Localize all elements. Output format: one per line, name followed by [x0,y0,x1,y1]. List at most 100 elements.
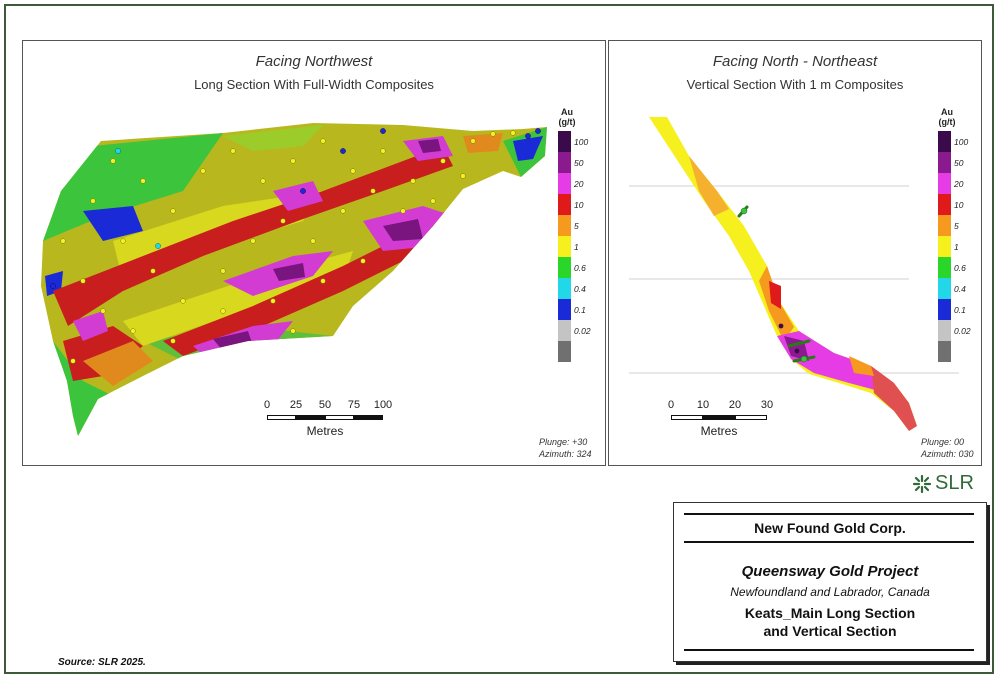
legend-label: 50 [574,158,584,168]
scale-segment [296,415,325,420]
legend-swatch [938,131,951,152]
legend-swatch [938,299,951,320]
long-section-title: Facing Northwest [255,53,373,70]
legend-label: 0.4 [954,284,966,294]
legend-swatch [558,215,571,236]
long-section-plunge: Plunge: +30 [539,437,588,447]
legend-swatch [938,194,951,215]
legend-title: Au [941,107,953,117]
legend-swatch [938,215,951,236]
project-location: Newfoundland and Labrador, Canada [730,585,930,599]
legend-label: 0.1 [574,305,586,315]
scale-segment [703,415,735,420]
scale-tick: 25 [289,399,303,411]
scale-tick: 0 [667,399,675,411]
vertical-section-model [629,117,959,431]
scale-unit: Metres [700,424,738,438]
scale-segment [354,415,383,420]
legend-label: 0.02 [954,326,971,336]
legend-item: 5 [938,215,998,236]
slr-logo-text: SLR [935,472,974,494]
legend-item: 0.02 [938,320,998,341]
scale-unit: Metres [306,424,344,438]
legend-item: 0.1 [558,299,618,320]
legend-swatch [558,341,571,362]
company-name: New Found Gold Corp. [754,520,906,536]
title-block-rule [684,649,974,651]
legend-label: 10 [954,200,964,210]
legend-label: 10 [574,200,584,210]
legend-item: 0.1 [938,299,998,320]
title-block-rule [684,513,974,515]
legend-item: 0.6 [558,257,618,278]
scale-segment [267,415,296,420]
source-note: Source: SLR 2025. [58,657,146,668]
legend-item: 100 [558,131,618,152]
long-section-azimuth: Azimuth: 324 [539,449,592,459]
legend-swatch [558,194,571,215]
legend-label: 1 [574,242,579,252]
legend-item: 100 [938,131,998,152]
legend-swatch [558,278,571,299]
legend-item: 0.4 [558,278,618,299]
figure-title-line-2: and Vertical Section [763,623,897,639]
legend-swatch [938,278,951,299]
legend-label: 0.6 [574,263,586,273]
legend-swatch [938,152,951,173]
legend-swatch [938,173,951,194]
legend-swatch [558,320,571,341]
legend-label: 0.6 [954,263,966,273]
legend-item: 0.02 [558,320,618,341]
scale-tick: 20 [728,399,742,411]
legend-swatch [558,131,571,152]
legend-item: 1 [938,236,998,257]
legend-label: 0.4 [574,284,586,294]
legend-item: 5 [558,215,618,236]
vertical-section-plunge: Plunge: 00 [921,437,965,447]
vertical-section-azimuth: Azimuth: 030 [921,449,974,459]
legend-swatch [938,341,951,362]
legend-item: 10 [938,194,998,215]
scale-tick: 0 [263,399,271,411]
vertical-section-subtitle: Vertical Section With 1 m Composites [686,77,904,92]
legend-label: 20 [574,179,584,189]
slr-logo-mark-icon [912,474,932,493]
legend-item: 50 [938,152,998,173]
legend-item: 20 [558,173,618,194]
legend-item: 10 [558,194,618,215]
title-block-rule [684,541,974,543]
legend-label: 0.02 [574,326,591,336]
scale-segment [671,415,703,420]
page-frame [4,4,994,674]
legend-swatch [558,152,571,173]
legend-label: 100 [574,137,589,147]
legend-label: 0.1 [954,305,966,315]
project-name: Queensway Gold Project [741,563,919,580]
legend-label: 5 [954,221,959,231]
legend-item: 0.6 [938,257,998,278]
long-section-legend: Au (g/t) 100 50 20 10 5 1 0.6 0.4 0.1 0.02 [556,107,606,367]
scale-tick: 100 [373,399,393,411]
legend-unit: (g/t) [558,117,576,127]
legend-swatch [938,257,951,278]
long-section-model [41,123,547,436]
vertical-section-title: Facing North - Northeast [712,53,878,70]
legend-swatch [558,236,571,257]
legend-item: 0.4 [938,278,998,299]
legend-swatch [938,320,951,341]
long-section-panel: Facing Northwest Long Section With Full-… [22,40,606,466]
legend-item: 20 [938,173,998,194]
legend-label: 50 [954,158,964,168]
title-block: New Found Gold Corp. Queensway Gold Proj… [673,502,987,662]
legend-item [558,341,618,362]
legend-label: 100 [954,137,969,147]
scale-tick: 30 [760,399,774,411]
legend-swatch [938,236,951,257]
figure-title-line-1: Keats_Main Long Section [744,605,916,621]
vertical-section-panel: Facing North - Northeast Vertical Sectio… [608,40,982,466]
legend-swatch [558,257,571,278]
legend-item: 1 [558,236,618,257]
scale-segment [735,415,767,420]
legend-unit: (g/t) [938,117,956,127]
long-section-subtitle: Long Section With Full-Width Composites [194,77,434,92]
